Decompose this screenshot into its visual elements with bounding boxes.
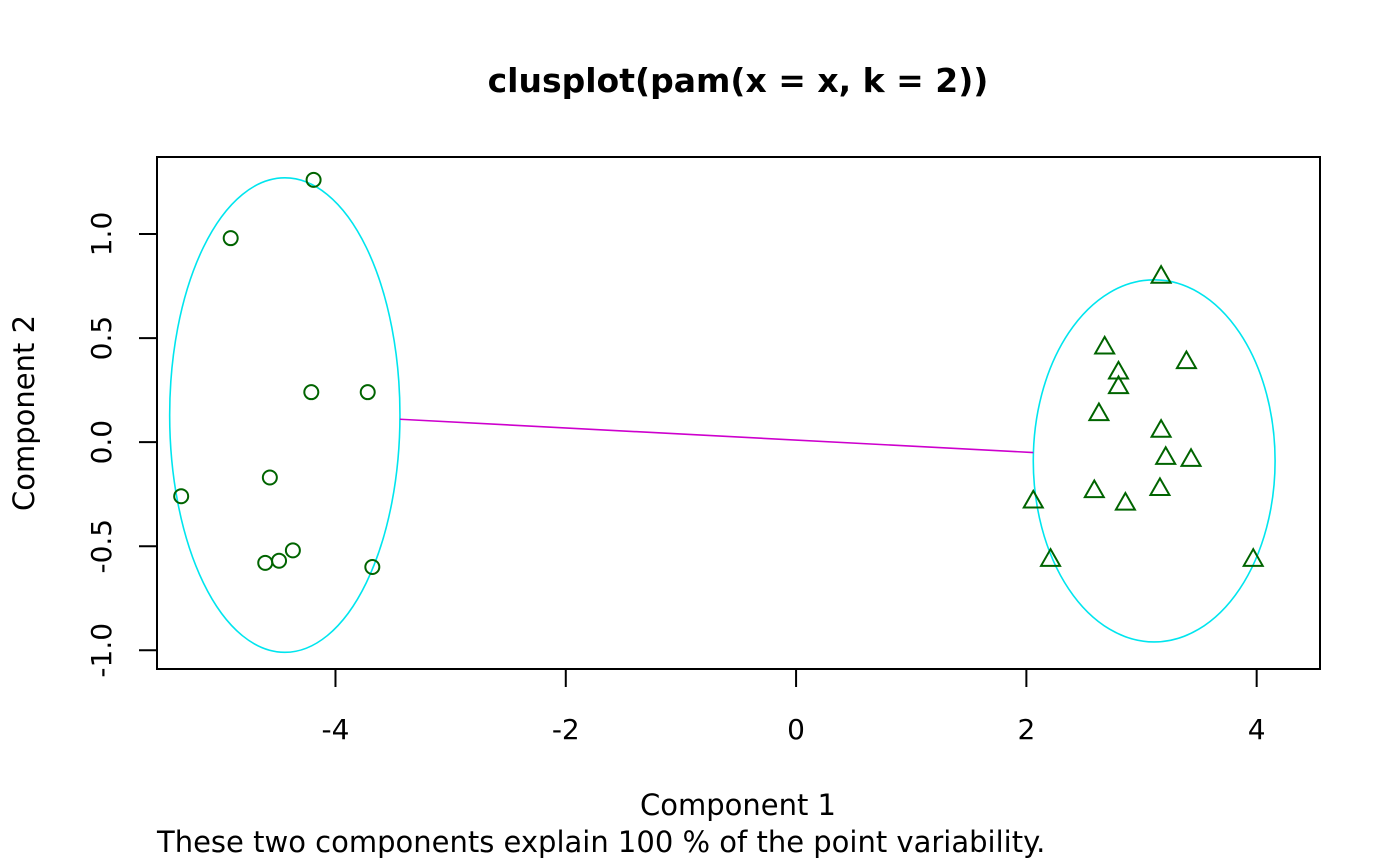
cluster-2-point [1107, 359, 1130, 380]
y-tick-label: -1.0 [85, 623, 118, 678]
x-tick-label: -2 [552, 713, 580, 746]
y-axis: -1.0 -0.5 0.0 0.5 1.0 [85, 212, 158, 678]
cluster-1-point [173, 488, 190, 505]
x-axis-label: Component 1 [640, 788, 836, 822]
plot-frame [156, 156, 1321, 670]
cluster-2-point [1179, 447, 1203, 467]
cluster-ellipses [168, 177, 1276, 654]
cluster-distance-line [399, 418, 1034, 454]
cluster-connector [399, 418, 1034, 454]
data-points [173, 171, 1265, 576]
y-tick-label: 0.5 [85, 316, 118, 361]
cluster-1-point [305, 171, 322, 188]
cluster-2-point [1175, 349, 1198, 370]
variability-note: These two components explain 100 % of th… [156, 825, 1045, 859]
y-tick-label: 1.0 [85, 212, 118, 257]
cluster-1-point [364, 559, 381, 576]
y-axis-label: Component 2 [7, 315, 41, 511]
cluster-2-point [1107, 374, 1130, 395]
cluster-1-point [261, 469, 278, 486]
y-tick-label: 0.0 [85, 420, 118, 465]
cluster-1-point [284, 542, 301, 559]
x-tick-label: 4 [1248, 713, 1266, 746]
cluster-2-ellipse [1032, 278, 1276, 643]
cluster-2-point [1022, 488, 1045, 509]
cluster-2-point [1149, 264, 1173, 284]
cluster-1-point [222, 230, 239, 247]
cluster-1-point [359, 384, 376, 401]
y-tick-label: -0.5 [85, 519, 118, 574]
cluster-2-point [1087, 401, 1111, 422]
x-tick-label: 0 [787, 713, 805, 746]
cluster-2-point [1149, 418, 1173, 438]
cluster-2-point [1083, 478, 1106, 499]
cluster-2-point [1039, 547, 1062, 567]
cluster-1-point [303, 384, 320, 401]
chart-title: clusplot(pam(x = x, k = 2)) [488, 61, 989, 100]
cluster-1-point [271, 552, 288, 569]
cluster-2-point [1241, 547, 1265, 567]
cluster-2-point [1114, 490, 1137, 511]
cluster-1-point [257, 554, 274, 571]
cluster-1-ellipse [168, 177, 401, 654]
x-tick-label: 2 [1017, 713, 1035, 746]
x-axis: -4 -2 0 2 4 [322, 668, 1266, 746]
cluster-2-point [1154, 445, 1177, 465]
cluster-2-point [1148, 476, 1172, 497]
x-tick-label: -4 [322, 713, 350, 746]
cluster-2-point [1093, 334, 1116, 355]
